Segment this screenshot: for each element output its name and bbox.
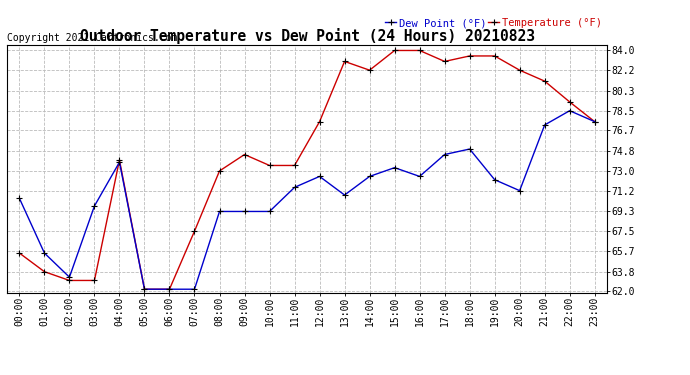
Legend: Dew Point (°F), Temperature (°F): Dew Point (°F), Temperature (°F) (385, 18, 602, 28)
Text: Copyright 2021 Cartronics.com: Copyright 2021 Cartronics.com (7, 33, 177, 42)
Title: Outdoor Temperature vs Dew Point (24 Hours) 20210823: Outdoor Temperature vs Dew Point (24 Hou… (79, 28, 535, 44)
